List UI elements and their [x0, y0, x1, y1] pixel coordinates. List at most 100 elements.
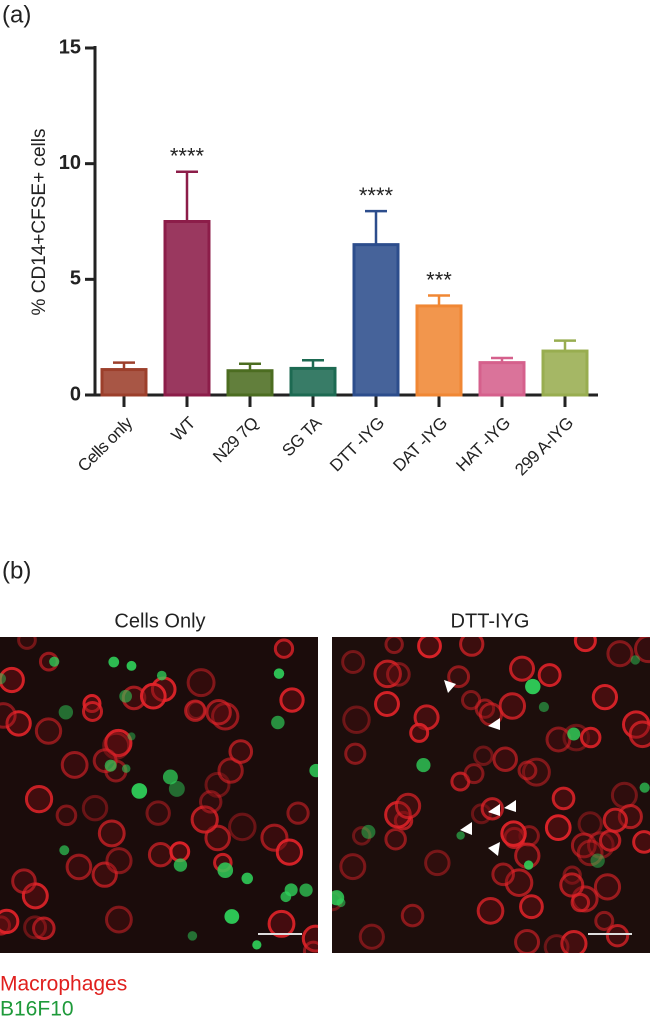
macrophage: [104, 728, 133, 758]
legend-entry: Macrophages: [0, 973, 127, 996]
macrophage: [186, 668, 216, 698]
macrophage: [186, 700, 207, 720]
macrophage: [34, 717, 63, 745]
bar: [478, 361, 526, 397]
tumor-cell: [309, 763, 318, 778]
macrophage: [545, 726, 572, 753]
significance-label: ***: [426, 267, 452, 292]
macrophage: [217, 757, 244, 784]
error-bar: [554, 339, 576, 352]
macrophage: [551, 786, 576, 811]
tumor-cell: [332, 890, 345, 906]
macrophage: [543, 934, 570, 953]
y-tick-label: 15: [59, 36, 81, 58]
tumor-cell: [126, 660, 137, 671]
macrophage: [65, 853, 93, 881]
macrophage: [576, 839, 604, 867]
macrophage: [544, 814, 572, 842]
macrophage: [591, 683, 619, 711]
tumor-cell: [58, 705, 74, 720]
macrophage: [509, 655, 536, 682]
macrophage: [628, 720, 650, 749]
bar: [100, 368, 148, 397]
tumor-cell: [241, 872, 253, 885]
macrophage: [344, 742, 367, 765]
macrophage: [573, 637, 597, 653]
macrophage: [500, 820, 527, 847]
macrophage: [32, 916, 56, 941]
bar: [541, 349, 589, 397]
macrophage: [184, 699, 207, 722]
significance-label: ****: [170, 144, 205, 169]
x-tick-label: 299 A-IYG: [511, 414, 577, 480]
x-tick-label: HAT -IYG: [452, 414, 514, 476]
tumor-cell: [456, 831, 465, 840]
macrophage: [417, 637, 442, 659]
macrophage: [228, 812, 257, 842]
tumor-cell: [49, 656, 60, 667]
macrophage: [11, 868, 37, 895]
macrophage: [384, 637, 404, 655]
macrophage: [147, 842, 174, 868]
macrophage: [17, 637, 37, 650]
macrophage: [579, 726, 602, 749]
tumor-cell: [119, 689, 132, 703]
macrophage: [341, 650, 366, 674]
tumor-cell: [590, 853, 605, 868]
macrophage: [81, 794, 109, 822]
macrophage: [447, 665, 471, 689]
macrophage: [491, 862, 515, 887]
tumor-cell: [416, 757, 431, 773]
macrophage: [91, 861, 118, 888]
tumor-cell: [104, 759, 117, 772]
macrophage: [105, 847, 133, 875]
x-tick-label: DAT -IYG: [389, 414, 451, 476]
macrophage: [273, 638, 295, 659]
macrophage: [358, 923, 385, 950]
macrophage: [498, 692, 527, 720]
macrophage: [228, 739, 254, 764]
macrophage: [537, 663, 562, 688]
macrophage: [605, 924, 630, 948]
macrophage: [514, 929, 541, 953]
tumor-cell: [523, 860, 534, 870]
macrophage: [0, 702, 17, 729]
macrophage: [409, 722, 430, 743]
macrophage: [205, 699, 232, 726]
tumor-cell: [217, 862, 234, 879]
macrophage: [286, 801, 310, 825]
x-tick-label: N29 7Q: [209, 413, 262, 466]
macrophage: [267, 909, 296, 938]
macrophage: [0, 908, 20, 935]
bar: [352, 243, 400, 397]
macrophage: [0, 666, 25, 694]
macrophage: [145, 800, 171, 826]
tumor-cell: [271, 715, 285, 730]
bar: [415, 304, 463, 397]
micrograph-cells: [0, 637, 318, 953]
macrophage: [559, 872, 585, 898]
significance-label: ****: [359, 183, 394, 208]
tumor-cell: [361, 824, 376, 839]
macrophage: [55, 804, 78, 827]
macrophage: [492, 746, 518, 773]
x-tick-label: WT: [168, 413, 199, 444]
tumor-cell: [639, 782, 650, 793]
macrophage: [459, 637, 485, 657]
tumor-cell: [630, 655, 641, 665]
y-tick-label: 5: [70, 268, 81, 290]
tumor-cell: [131, 783, 148, 799]
bar: [289, 366, 337, 397]
macrophage: [632, 830, 650, 854]
arrowheads: [444, 680, 516, 856]
macrophage: [342, 705, 371, 735]
macrophage: [450, 771, 471, 792]
error-bar: [176, 170, 198, 222]
tumor-cell: [525, 678, 541, 695]
macrophage: [384, 827, 407, 851]
macrophage: [598, 829, 622, 852]
macrophage: [81, 700, 104, 722]
macrophage: [97, 819, 126, 848]
tumor-cell: [280, 891, 292, 903]
macrophage: [610, 781, 638, 809]
